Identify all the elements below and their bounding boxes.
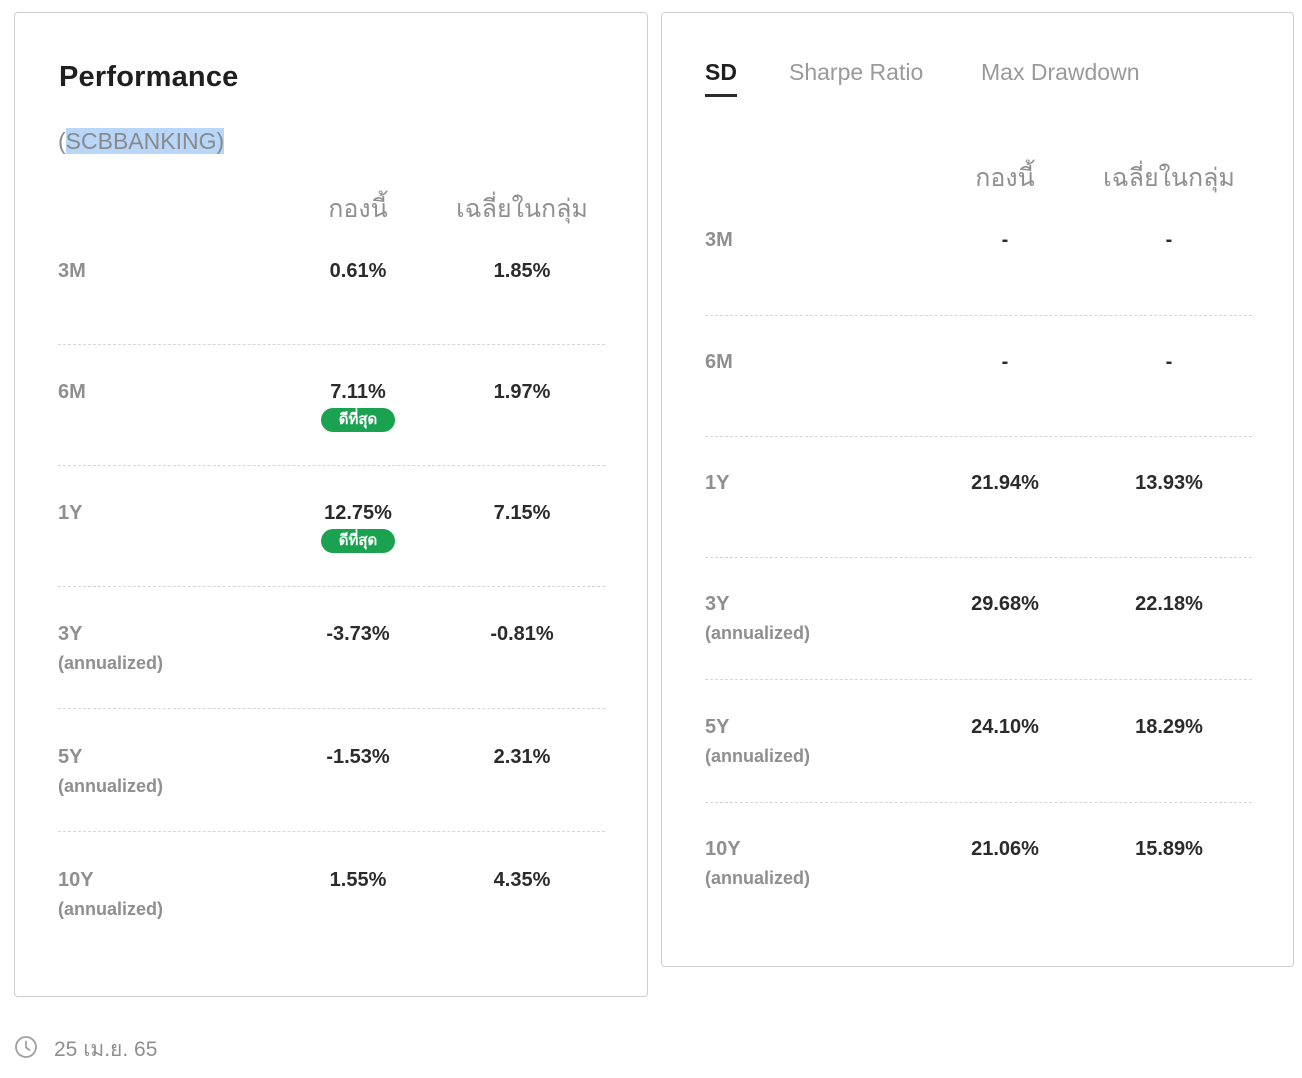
performance-row-3y: 3Y (annualized) -3.73% -0.81% bbox=[58, 586, 605, 707]
average-sd: 18.29% bbox=[1135, 716, 1203, 738]
performance-row-3m: 3M 0.61% 1.85% bbox=[58, 223, 605, 344]
average-return: 7.15% bbox=[493, 502, 551, 524]
performance-row-6m: 6M 7.11% ดีที่สุด 1.97% bbox=[58, 344, 605, 465]
average-sd: 13.93% bbox=[1135, 472, 1203, 494]
fund-return: 12.75% bbox=[324, 502, 392, 524]
period-label: 10Y bbox=[705, 838, 741, 860]
col-header-fund: กองนี้ bbox=[975, 164, 1035, 192]
col-header-average: เฉลี่ยในกลุ่ม bbox=[1103, 164, 1235, 192]
risk-row-1y: 1Y 21.94% 13.93% bbox=[705, 436, 1252, 557]
period-label: 5Y bbox=[58, 746, 83, 768]
last-updated-date: 25 เม.ย. 65 bbox=[54, 1037, 158, 1061]
fund-sd: 21.94% bbox=[971, 472, 1039, 494]
fund-return: -3.73% bbox=[326, 623, 390, 645]
average-sd: - bbox=[1165, 229, 1173, 251]
clock-icon bbox=[14, 1035, 38, 1064]
performance-row-10y: 10Y (annualized) 1.55% 4.35% bbox=[58, 831, 605, 952]
performance-title: Performance bbox=[59, 61, 239, 93]
risk-row-3y: 3Y (annualized) 29.68% 22.18% bbox=[705, 557, 1252, 678]
period-label: 10Y bbox=[58, 869, 94, 891]
average-return: 4.35% bbox=[493, 869, 551, 891]
performance-row-1y: 1Y 12.75% ดีที่สุด 7.15% bbox=[58, 465, 605, 586]
risk-row-3m: 3M - - bbox=[705, 194, 1252, 315]
period-sublabel: (annualized) bbox=[58, 899, 164, 919]
risk-row-6m: 6M - - bbox=[705, 315, 1252, 436]
tab-sharpe-ratio[interactable]: Sharpe Ratio bbox=[789, 59, 924, 85]
performance-card: Performance (SCBBANKING) กองนี้ เฉลี่ยใน… bbox=[14, 12, 648, 997]
fund-return: 1.55% bbox=[329, 869, 387, 891]
risk-row-5y: 5Y (annualized) 24.10% 18.29% bbox=[705, 679, 1252, 800]
best-badge: ดีที่สุด bbox=[321, 408, 395, 432]
col-header-average: เฉลี่ยในกลุ่ม bbox=[456, 195, 588, 223]
period-label: 1Y bbox=[58, 502, 83, 524]
average-sd: 15.89% bbox=[1135, 838, 1203, 860]
average-sd: - bbox=[1165, 351, 1173, 373]
fund-sd: 29.68% bbox=[971, 593, 1039, 615]
fund-code-highlight: SCBBANKING) bbox=[65, 128, 225, 154]
period-sublabel: (annualized) bbox=[58, 653, 164, 673]
period-sublabel: (annualized) bbox=[705, 623, 811, 643]
tab-sd[interactable]: SD bbox=[705, 59, 737, 97]
period-label: 6M bbox=[705, 351, 733, 373]
col-header-fund: กองนี้ bbox=[328, 195, 388, 223]
period-sublabel: (annualized) bbox=[705, 746, 811, 766]
fund-code: (SCBBANKING) bbox=[58, 121, 225, 161]
period-label: 3Y bbox=[58, 623, 83, 645]
last-updated: 25 เม.ย. 65 bbox=[14, 1034, 157, 1064]
period-label: 3M bbox=[705, 229, 733, 251]
risk-card: SD Sharpe Ratio Max Drawdown กองนี้ เฉลี… bbox=[661, 12, 1294, 967]
fund-sd: - bbox=[1001, 351, 1009, 373]
average-return: -0.81% bbox=[490, 623, 554, 645]
average-sd: 22.18% bbox=[1135, 593, 1203, 615]
fund-sd: - bbox=[1001, 229, 1009, 251]
best-badge: ดีที่สุด bbox=[321, 529, 395, 553]
period-label: 3M bbox=[58, 260, 86, 282]
fund-sd: 21.06% bbox=[971, 838, 1039, 860]
average-return: 1.85% bbox=[493, 260, 551, 282]
fund-code-prefix: ( bbox=[58, 128, 66, 154]
tab-max-drawdown[interactable]: Max Drawdown bbox=[981, 59, 1140, 85]
fund-return: 7.11% bbox=[330, 381, 386, 403]
risk-row-10y: 10Y (annualized) 21.06% 15.89% bbox=[705, 802, 1252, 923]
fund-return: -1.53% bbox=[326, 746, 390, 768]
period-label: 1Y bbox=[705, 472, 730, 494]
period-sublabel: (annualized) bbox=[705, 868, 811, 888]
period-label: 3Y bbox=[705, 593, 730, 615]
average-return: 2.31% bbox=[493, 746, 551, 768]
fund-return: 0.61% bbox=[329, 260, 387, 282]
performance-row-5y: 5Y (annualized) -1.53% 2.31% bbox=[58, 708, 605, 829]
average-return: 1.97% bbox=[493, 381, 551, 403]
period-label: 6M bbox=[58, 381, 86, 403]
period-label: 5Y bbox=[705, 716, 730, 738]
fund-sd: 24.10% bbox=[971, 716, 1039, 738]
period-sublabel: (annualized) bbox=[58, 776, 164, 796]
